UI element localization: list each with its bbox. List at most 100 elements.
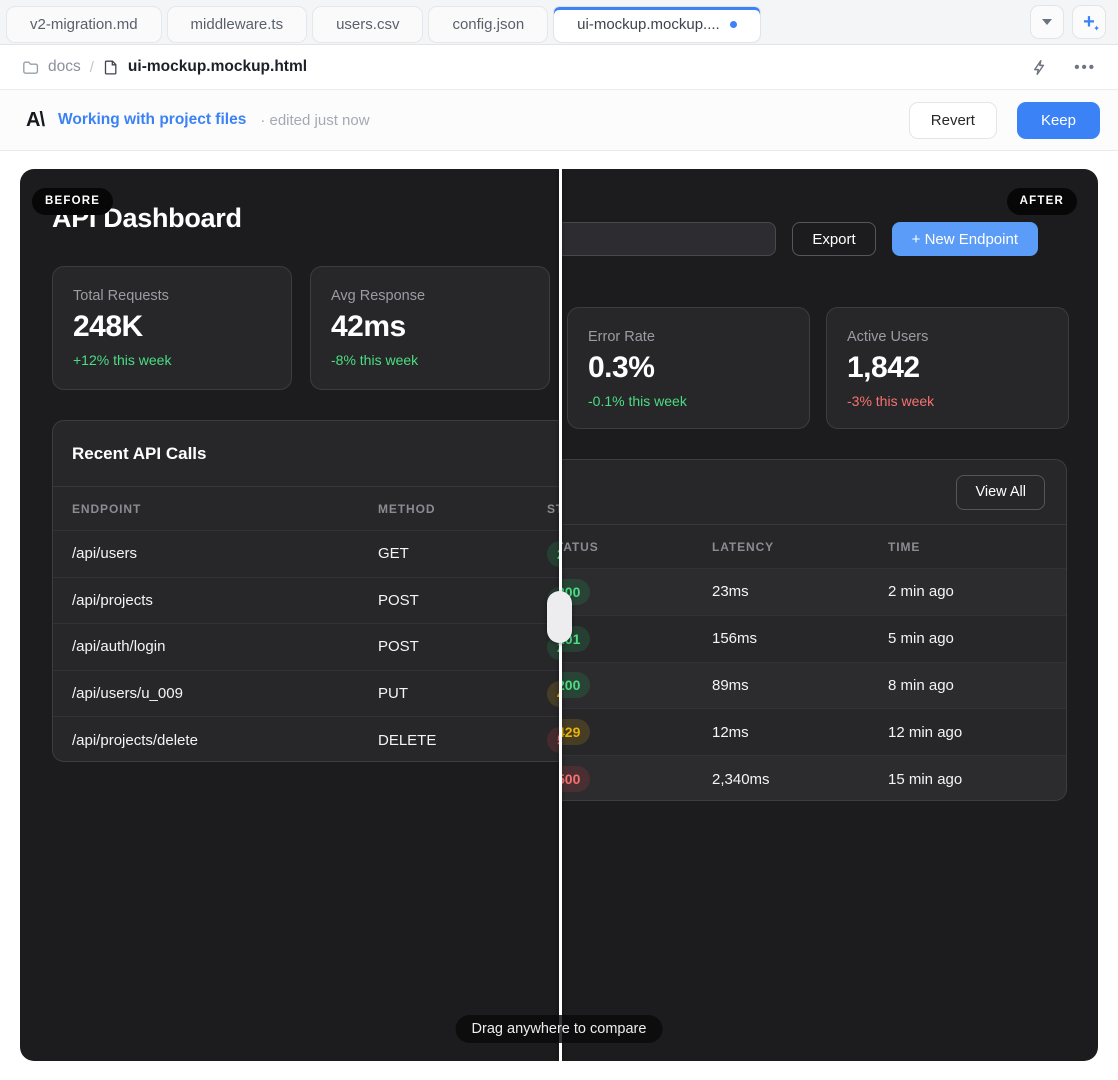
chevron-down-icon — [1042, 19, 1052, 25]
before-layer: API Dashboard Total Requests 248K +12% t… — [20, 169, 560, 1061]
file-icon — [104, 60, 117, 75]
after-badge: AFTER — [1006, 188, 1077, 215]
col-status: STATUS — [547, 502, 560, 516]
breadcrumb-separator: / — [89, 58, 94, 76]
time-cell: 12 min ago — [888, 723, 963, 741]
tab-overflow-button[interactable] — [1030, 5, 1064, 39]
plus-icon: + — [1083, 11, 1095, 33]
table-row[interactable]: 200 89ms 8 min ago — [560, 661, 1066, 709]
new-endpoint-button[interactable]: + New Endpoint — [891, 222, 1038, 256]
table-row[interactable]: 500 2,340ms 15 min ago — [560, 755, 1066, 800]
stat-value: 248K — [73, 310, 143, 343]
tab-ui-mockup-active[interactable]: ui-mockup.mockup.... — [553, 5, 761, 43]
time-cell: 2 min ago — [888, 583, 954, 601]
banner-left: A\ Working with project files · edited j… — [26, 109, 370, 132]
after-toolbar: Export + New Endpoint — [560, 222, 1038, 256]
table-row[interactable]: /api/users/u_009 PUT 429 — [53, 669, 560, 717]
method-cell: POST — [378, 638, 419, 656]
export-button[interactable]: Export — [792, 222, 876, 256]
search-input[interactable] — [560, 222, 777, 256]
tab-list: v2-migration.md middleware.ts users.csv … — [6, 0, 766, 44]
tab-middleware[interactable]: middleware.ts — [166, 5, 308, 43]
method-cell: PUT — [378, 685, 408, 703]
tab-label: users.csv — [336, 15, 400, 33]
view-all-button[interactable]: View All — [956, 474, 1045, 510]
stat-label: Avg Response — [331, 288, 426, 304]
stat-label: Total Requests — [73, 288, 169, 304]
method-cell: POST — [378, 591, 419, 609]
stat-value: 1,842 — [847, 351, 920, 384]
endpoint-cell: /api/auth/login — [72, 638, 166, 656]
endpoint-cell: /api/users/u_009 — [72, 685, 183, 703]
col-status: STATUS — [547, 539, 599, 554]
stat-label: Error Rate — [588, 329, 655, 345]
table-row[interactable]: /api/projects/delete DELETE 500 — [53, 716, 560, 761]
after-stats-row: Error Rate 0.3% -0.1% this week Active U… — [560, 307, 1069, 429]
latency-cell: 156ms — [712, 630, 758, 648]
stat-value: 0.3% — [588, 351, 655, 384]
stat-card-error-rate: Error Rate 0.3% -0.1% this week — [567, 307, 810, 429]
stat-card-active-users: Active Users 1,842 -3% this week — [826, 307, 1069, 429]
tab-label: v2-migration.md — [30, 15, 138, 33]
banner-title: Working with project files — [58, 111, 247, 128]
table-title: Recent API Calls — [72, 443, 207, 463]
file-tab-bar: v2-migration.md middleware.ts users.csv … — [0, 0, 1118, 45]
stat-delta: -3% this week — [847, 393, 935, 409]
before-stats-row: Total Requests 248K +12% this week Avg R… — [52, 266, 550, 390]
tabbar-actions: + ✦ — [1030, 5, 1106, 39]
before-badge: BEFORE — [32, 188, 114, 215]
latency-cell: 12ms — [712, 723, 749, 741]
sparkle-icon: ✦ — [1093, 24, 1100, 33]
folder-icon — [23, 60, 39, 74]
breadcrumb-file: ui-mockup.mockup.html — [127, 58, 308, 75]
tab-v2-migration[interactable]: v2-migration.md — [6, 5, 162, 43]
time-cell: 8 min ago — [888, 676, 954, 694]
tab-label: config.json — [452, 15, 525, 33]
tab-users-csv[interactable]: users.csv — [312, 5, 424, 43]
new-tab-ai-button[interactable]: + ✦ — [1072, 5, 1106, 39]
table-row[interactable]: 429 12ms 12 min ago — [560, 708, 1066, 755]
table-card-header: View All — [560, 460, 1066, 525]
endpoint-cell: /api/users — [72, 545, 138, 563]
ai-edit-icon[interactable] — [1029, 58, 1048, 77]
time-cell: 5 min ago — [888, 630, 954, 648]
breadcrumb-folder[interactable]: docs — [48, 58, 81, 75]
col-endpoint: ENDPOINT — [72, 501, 142, 516]
stat-label: Active Users — [847, 329, 929, 345]
after-layer: Export + New Endpoint Error Rate 0.3% -0… — [547, 169, 1098, 1061]
table-column-headers: STATUS LATENCY TIME — [547, 525, 1066, 568]
stat-card-avg-response: Avg Response 42ms -8% this week — [310, 266, 550, 390]
status-badge: 200 — [560, 672, 591, 699]
mockup-compare-viewport[interactable]: API Dashboard Total Requests 248K +12% t… — [20, 169, 1098, 1061]
tab-label: middleware.ts — [190, 15, 284, 33]
table-card-header: Recent API Calls — [53, 421, 560, 487]
table-row[interactable]: /api/users GET 200 — [53, 530, 560, 577]
tab-label: ui-mockup.mockup.... — [577, 15, 720, 33]
table-row[interactable]: 200 23ms 2 min ago — [560, 568, 1066, 615]
breadcrumb-bar: docs / ui-mockup.mockup.html ••• — [0, 45, 1118, 90]
stat-card-total-requests: Total Requests 248K +12% this week — [52, 266, 292, 390]
compare-tooltip: Drag anywhere to compare — [455, 1015, 663, 1043]
keep-button[interactable]: Keep — [1016, 101, 1100, 139]
col-method: METHOD — [378, 501, 436, 516]
table-row[interactable]: /api/auth/login POST 200 — [53, 623, 560, 670]
compare-slider-handle[interactable] — [547, 591, 572, 643]
ai-status-banner: A\ Working with project files · edited j… — [0, 90, 1118, 151]
anthropic-logo: A\ — [26, 108, 45, 131]
method-cell: GET — [378, 545, 409, 563]
revert-button[interactable]: Revert — [908, 101, 997, 139]
banner-edited-status: · edited just now — [260, 111, 370, 129]
stat-delta: -0.1% this week — [588, 393, 687, 409]
status-badge: 429 — [560, 719, 591, 746]
stat-delta: -8% this week — [331, 352, 419, 368]
breadcrumb-actions: ••• — [1029, 58, 1096, 77]
stat-value: 42ms — [331, 310, 406, 343]
latency-cell: 2,340ms — [712, 770, 770, 788]
after-api-calls-card: View All STATUS LATENCY TIME 200 23ms 2 … — [547, 459, 1067, 801]
tab-config-json[interactable]: config.json — [428, 5, 549, 43]
banner-actions: Revert Keep — [908, 101, 1100, 139]
col-time: TIME — [888, 539, 921, 554]
time-cell: 15 min ago — [888, 770, 963, 788]
more-options-icon[interactable]: ••• — [1074, 58, 1096, 76]
method-cell: DELETE — [378, 731, 437, 749]
